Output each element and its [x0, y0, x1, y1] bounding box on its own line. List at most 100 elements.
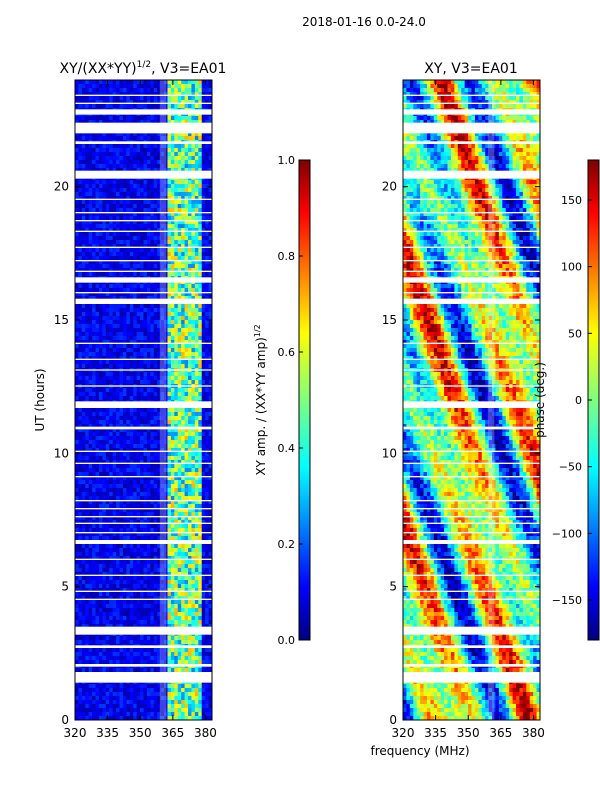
amplitude-heat-cell	[122, 104, 127, 109]
amplitude-heat-cell	[92, 308, 96, 313]
amplitude-heat-cell	[174, 508, 179, 513]
amplitude-heat-cell	[205, 344, 209, 349]
amplitude-heat-cell	[143, 196, 148, 201]
amplitude-heat-cell	[198, 364, 203, 369]
amplitude-heat-cell	[143, 244, 148, 249]
amplitude-heat-cell	[160, 356, 165, 361]
amplitude-heat-cell	[122, 148, 127, 153]
amplitude-heat-cell	[109, 472, 114, 477]
amplitude-heat-cell	[129, 464, 134, 469]
amplitude-heat-cell	[88, 476, 93, 481]
amplitude-heat-cell	[102, 336, 107, 341]
amplitude-heat-cell	[122, 560, 127, 565]
amplitude-heat-cell	[157, 412, 162, 417]
amplitude-heat-cell	[102, 116, 107, 121]
amplitude-heat-cell	[85, 148, 90, 153]
amplitude-heat-cell	[167, 292, 172, 297]
amplitude-heat-cell	[95, 408, 100, 413]
amplitude-heat-cell	[109, 392, 114, 397]
amplitude-heat-cell	[102, 328, 107, 333]
amplitude-heat-cell	[136, 556, 141, 561]
amplitude-heat-cell	[81, 500, 86, 505]
amplitude-heat-cell	[143, 340, 148, 345]
amplitude-heat-cell	[126, 536, 131, 541]
amplitude-heat-cell	[184, 456, 189, 461]
amplitude-heat-cell	[191, 80, 196, 85]
amplitude-heat-cell	[160, 92, 165, 97]
amplitude-heat-cell	[150, 456, 155, 461]
amplitude-heat-cell	[133, 532, 138, 537]
amplitude-heat-cell	[194, 332, 199, 337]
amplitude-heat-cell	[208, 456, 213, 461]
amplitude-heat-cell	[157, 440, 162, 445]
amplitude-heat-cell	[105, 376, 110, 381]
amplitude-heat-cell	[146, 236, 151, 241]
amplitude-heat-cell	[133, 436, 138, 441]
amplitude-heat-cell	[122, 472, 127, 477]
amplitude-heat-cell	[146, 188, 151, 193]
amplitude-heat-cell	[85, 340, 90, 345]
amplitude-heat-cell	[129, 116, 134, 121]
amplitude-heat-cell	[109, 576, 114, 581]
amplitude-heat-cell	[129, 232, 134, 237]
amplitude-heat-cell	[191, 152, 196, 157]
amplitude-heat-cell	[105, 416, 110, 421]
amplitude-heat-cell	[81, 468, 86, 473]
amplitude-heat-cell	[85, 364, 90, 369]
amplitude-heat-cell	[81, 84, 86, 89]
amplitude-heat-cell	[160, 488, 165, 493]
amplitude-heat-cell	[109, 420, 114, 425]
amplitude-heat-cell	[188, 352, 192, 357]
amplitude-heat-cell	[205, 268, 209, 273]
amplitude-heat-cell	[122, 328, 127, 333]
amplitude-heat-cell	[164, 84, 168, 89]
amplitude-heat-cell	[116, 420, 120, 425]
amplitude-heat-cell	[112, 352, 117, 357]
amplitude-heat-cell	[116, 412, 120, 417]
amplitude-heat-cell	[146, 488, 151, 493]
amplitude-heat-cell	[126, 160, 131, 165]
amplitude-heat-cell	[75, 252, 79, 257]
amplitude-heat-cell	[126, 556, 131, 561]
amplitude-heat-cell	[170, 536, 175, 541]
amplitude-heat-cell	[164, 328, 168, 333]
amplitude-heat-cell	[85, 132, 90, 137]
amplitude-heat-cell	[205, 556, 209, 561]
amplitude-heat-cell	[98, 492, 103, 497]
amplitude-heat-cell	[191, 460, 196, 465]
amplitude-heat-cell	[140, 392, 144, 397]
amplitude-heat-cell	[143, 428, 148, 433]
amplitude-heat-cell	[208, 160, 213, 165]
amplitude-heat-cell	[201, 516, 206, 521]
amplitude-heat-cell	[153, 388, 158, 393]
amplitude-heat-cell	[157, 132, 162, 137]
amplitude-heat-cell	[105, 564, 110, 569]
amplitude-heat-cell	[143, 188, 148, 193]
amplitude-heat-cell	[129, 316, 134, 321]
amplitude-heat-cell	[133, 516, 138, 521]
amplitude-heat-cell	[98, 440, 103, 445]
amplitude-heat-cell	[119, 96, 124, 101]
amplitude-heat-cell	[126, 148, 131, 153]
amplitude-heat-cell	[157, 232, 162, 237]
amplitude-heat-cell	[143, 436, 148, 441]
amplitude-heat-cell	[177, 424, 182, 429]
amplitude-heat-cell	[109, 552, 114, 557]
amplitude-heat-cell	[119, 496, 124, 501]
amplitude-heat-cell	[129, 224, 134, 229]
amplitude-heat-cell	[153, 272, 158, 277]
amplitude-heat-cell	[188, 104, 192, 109]
amplitude-heat-cell	[153, 348, 158, 353]
amplitude-heat-cell	[174, 120, 179, 125]
amplitude-heat-cell	[208, 508, 213, 513]
amplitude-heat-cell	[184, 412, 189, 417]
amplitude-heat-cell	[140, 484, 144, 489]
amplitude-heat-cell	[160, 104, 165, 109]
amplitude-heat-cell	[201, 288, 206, 293]
amplitude-heat-cell	[188, 376, 192, 381]
amplitude-heat-cell	[136, 96, 141, 101]
amplitude-heat-cell	[78, 460, 83, 465]
amplitude-heat-cell	[194, 500, 199, 505]
amplitude-heat-cell	[109, 532, 114, 537]
amplitude-heat-cell	[116, 496, 120, 501]
